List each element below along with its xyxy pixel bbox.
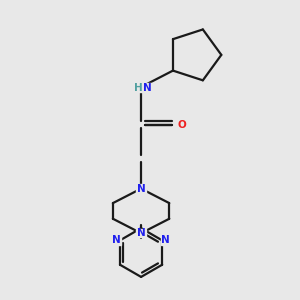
Bar [134,83,143,92]
Text: N: N [161,236,170,245]
Text: H: H [134,82,142,93]
Bar [136,229,146,237]
Bar [143,83,152,92]
Bar [136,184,146,193]
Text: O: O [178,120,187,130]
Bar [112,236,121,244]
Text: N: N [112,236,121,245]
Bar [177,121,187,129]
Text: N: N [137,228,146,238]
Bar [161,236,170,244]
Text: N: N [143,82,152,93]
Text: N: N [137,184,146,194]
